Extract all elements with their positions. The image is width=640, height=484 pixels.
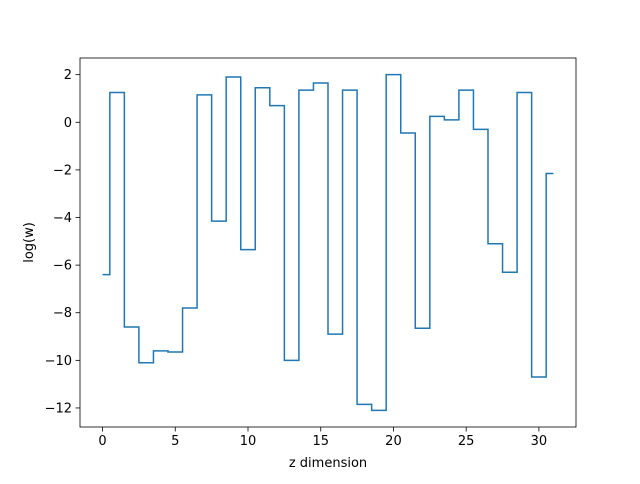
- y-tick-label: −12: [45, 401, 72, 416]
- series-line-0: [102, 73, 554, 412]
- x-tick-label: 5: [171, 434, 179, 449]
- x-axis-label: z dimension: [289, 456, 367, 471]
- y-tick-label: 2: [64, 68, 72, 83]
- x-tick-label: 0: [98, 434, 106, 449]
- y-tick-label: −6: [53, 259, 72, 274]
- y-tick-label: −8: [53, 306, 72, 321]
- x-tick-label: 20: [385, 434, 402, 449]
- axes-frame: [79, 57, 577, 428]
- x-axis: 0 5 10 15 20 25 30: [98, 427, 547, 449]
- y-axis-label: log(w): [22, 222, 37, 263]
- y-tick-label: −10: [45, 354, 72, 369]
- y-tick-label: −4: [53, 211, 72, 226]
- x-tick-label: 30: [531, 434, 548, 449]
- x-tick-label: 10: [240, 434, 257, 449]
- x-tick-label: 25: [458, 434, 475, 449]
- y-axis: −12 −10 −8 −6 −4 −2 0 2: [45, 68, 80, 416]
- plot-area: [102, 73, 554, 412]
- y-tick-label: 0: [64, 116, 72, 131]
- y-tick-label: −2: [53, 163, 72, 178]
- x-tick-label: 15: [312, 434, 329, 449]
